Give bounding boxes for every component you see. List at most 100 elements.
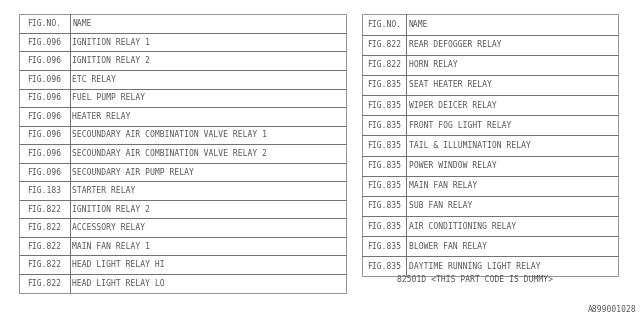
Text: TAIL & ILLUMINATION RELAY: TAIL & ILLUMINATION RELAY xyxy=(409,141,531,150)
Bar xyxy=(406,176,618,196)
Text: REAR DEFOGGER RELAY: REAR DEFOGGER RELAY xyxy=(409,40,502,49)
Text: FIG.835: FIG.835 xyxy=(367,121,401,130)
Text: HEAD LIGHT RELAY HI: HEAD LIGHT RELAY HI xyxy=(72,260,165,269)
Text: FIG.096: FIG.096 xyxy=(28,75,61,84)
Text: FIG.835: FIG.835 xyxy=(367,100,401,110)
Bar xyxy=(70,163,346,181)
Bar xyxy=(19,89,70,107)
Text: WIPER DEICER RELAY: WIPER DEICER RELAY xyxy=(409,100,497,110)
Text: 82501D <THIS PART CODE IS DUMMY>: 82501D <THIS PART CODE IS DUMMY> xyxy=(397,276,553,284)
Bar xyxy=(362,196,406,216)
Bar xyxy=(362,176,406,196)
Bar xyxy=(19,126,70,144)
Text: HEAD LIGHT RELAY LO: HEAD LIGHT RELAY LO xyxy=(72,279,165,288)
Bar xyxy=(362,14,406,35)
Text: IGNITION RELAY 1: IGNITION RELAY 1 xyxy=(72,38,150,47)
Bar xyxy=(70,237,346,255)
Bar xyxy=(406,256,618,276)
Text: FIG.822: FIG.822 xyxy=(28,279,61,288)
Bar xyxy=(406,55,618,75)
Bar xyxy=(362,156,406,176)
Bar xyxy=(406,14,618,35)
Text: FIG.822: FIG.822 xyxy=(367,40,401,49)
Bar xyxy=(362,216,406,236)
Bar xyxy=(19,107,70,126)
Bar xyxy=(19,237,70,255)
Bar xyxy=(70,70,346,89)
Bar xyxy=(19,163,70,181)
Text: IGNITION RELAY 2: IGNITION RELAY 2 xyxy=(72,56,150,65)
Bar xyxy=(362,115,406,135)
Text: FIG.835: FIG.835 xyxy=(367,262,401,271)
Bar xyxy=(70,255,346,274)
Bar xyxy=(362,55,406,75)
Text: MAIN FAN RELAY: MAIN FAN RELAY xyxy=(409,181,477,190)
Bar xyxy=(19,33,70,52)
Text: BLOWER FAN RELAY: BLOWER FAN RELAY xyxy=(409,242,487,251)
Text: FIG.822: FIG.822 xyxy=(28,242,61,251)
Text: FIG.NO.: FIG.NO. xyxy=(367,20,401,29)
Text: FIG.835: FIG.835 xyxy=(367,201,401,211)
Bar xyxy=(19,218,70,237)
Bar xyxy=(19,255,70,274)
Bar xyxy=(70,52,346,70)
Bar xyxy=(70,144,346,163)
Bar xyxy=(70,33,346,52)
Bar xyxy=(406,216,618,236)
Bar xyxy=(70,107,346,126)
Text: NAME: NAME xyxy=(72,19,92,28)
Text: DAYTIME RUNNING LIGHT RELAY: DAYTIME RUNNING LIGHT RELAY xyxy=(409,262,541,271)
Text: FIG.096: FIG.096 xyxy=(28,131,61,140)
Text: FIG.096: FIG.096 xyxy=(28,38,61,47)
Bar xyxy=(70,274,346,292)
Bar xyxy=(362,135,406,156)
Text: FIG.835: FIG.835 xyxy=(367,242,401,251)
Text: FIG.822: FIG.822 xyxy=(28,223,61,232)
Text: FIG.835: FIG.835 xyxy=(367,141,401,150)
Text: FIG.822: FIG.822 xyxy=(28,204,61,214)
Bar xyxy=(406,75,618,95)
Text: HORN RELAY: HORN RELAY xyxy=(409,60,458,69)
Text: FIG.096: FIG.096 xyxy=(28,112,61,121)
Text: MAIN FAN RELAY 1: MAIN FAN RELAY 1 xyxy=(72,242,150,251)
Bar xyxy=(406,95,618,115)
Bar xyxy=(362,256,406,276)
Bar xyxy=(19,274,70,292)
Text: AIR CONDITIONING RELAY: AIR CONDITIONING RELAY xyxy=(409,221,516,231)
Bar xyxy=(362,95,406,115)
Text: SUB FAN RELAY: SUB FAN RELAY xyxy=(409,201,472,211)
Text: NAME: NAME xyxy=(409,20,428,29)
Bar xyxy=(406,35,618,55)
Text: SEAT HEATER RELAY: SEAT HEATER RELAY xyxy=(409,80,492,90)
Text: FIG.096: FIG.096 xyxy=(28,56,61,65)
Text: STARTER RELAY: STARTER RELAY xyxy=(72,186,136,195)
Text: FIG.835: FIG.835 xyxy=(367,181,401,190)
Bar xyxy=(70,218,346,237)
Text: FUEL PUMP RELAY: FUEL PUMP RELAY xyxy=(72,93,145,102)
Text: SECOUNDARY AIR PUMP RELAY: SECOUNDARY AIR PUMP RELAY xyxy=(72,168,194,177)
Bar xyxy=(70,14,346,33)
Bar xyxy=(406,196,618,216)
Bar xyxy=(406,156,618,176)
Text: FIG.822: FIG.822 xyxy=(28,260,61,269)
Bar xyxy=(19,181,70,200)
Text: POWER WINDOW RELAY: POWER WINDOW RELAY xyxy=(409,161,497,170)
Bar xyxy=(70,126,346,144)
Bar xyxy=(19,70,70,89)
Text: HEATER RELAY: HEATER RELAY xyxy=(72,112,131,121)
Bar xyxy=(406,236,618,256)
Text: FIG.183: FIG.183 xyxy=(28,186,61,195)
Bar xyxy=(362,35,406,55)
Text: FRONT FOG LIGHT RELAY: FRONT FOG LIGHT RELAY xyxy=(409,121,511,130)
Text: SECOUNDARY AIR COMBINATION VALVE RELAY 1: SECOUNDARY AIR COMBINATION VALVE RELAY 1 xyxy=(72,131,268,140)
Text: FIG.096: FIG.096 xyxy=(28,168,61,177)
Text: ACCESSORY RELAY: ACCESSORY RELAY xyxy=(72,223,145,232)
Text: FIG.835: FIG.835 xyxy=(367,161,401,170)
Bar xyxy=(362,75,406,95)
Bar xyxy=(70,181,346,200)
Text: FIG.835: FIG.835 xyxy=(367,80,401,90)
Text: IGNITION RELAY 2: IGNITION RELAY 2 xyxy=(72,204,150,214)
Bar xyxy=(70,200,346,218)
Bar xyxy=(406,135,618,156)
Text: A899001028: A899001028 xyxy=(588,305,637,314)
